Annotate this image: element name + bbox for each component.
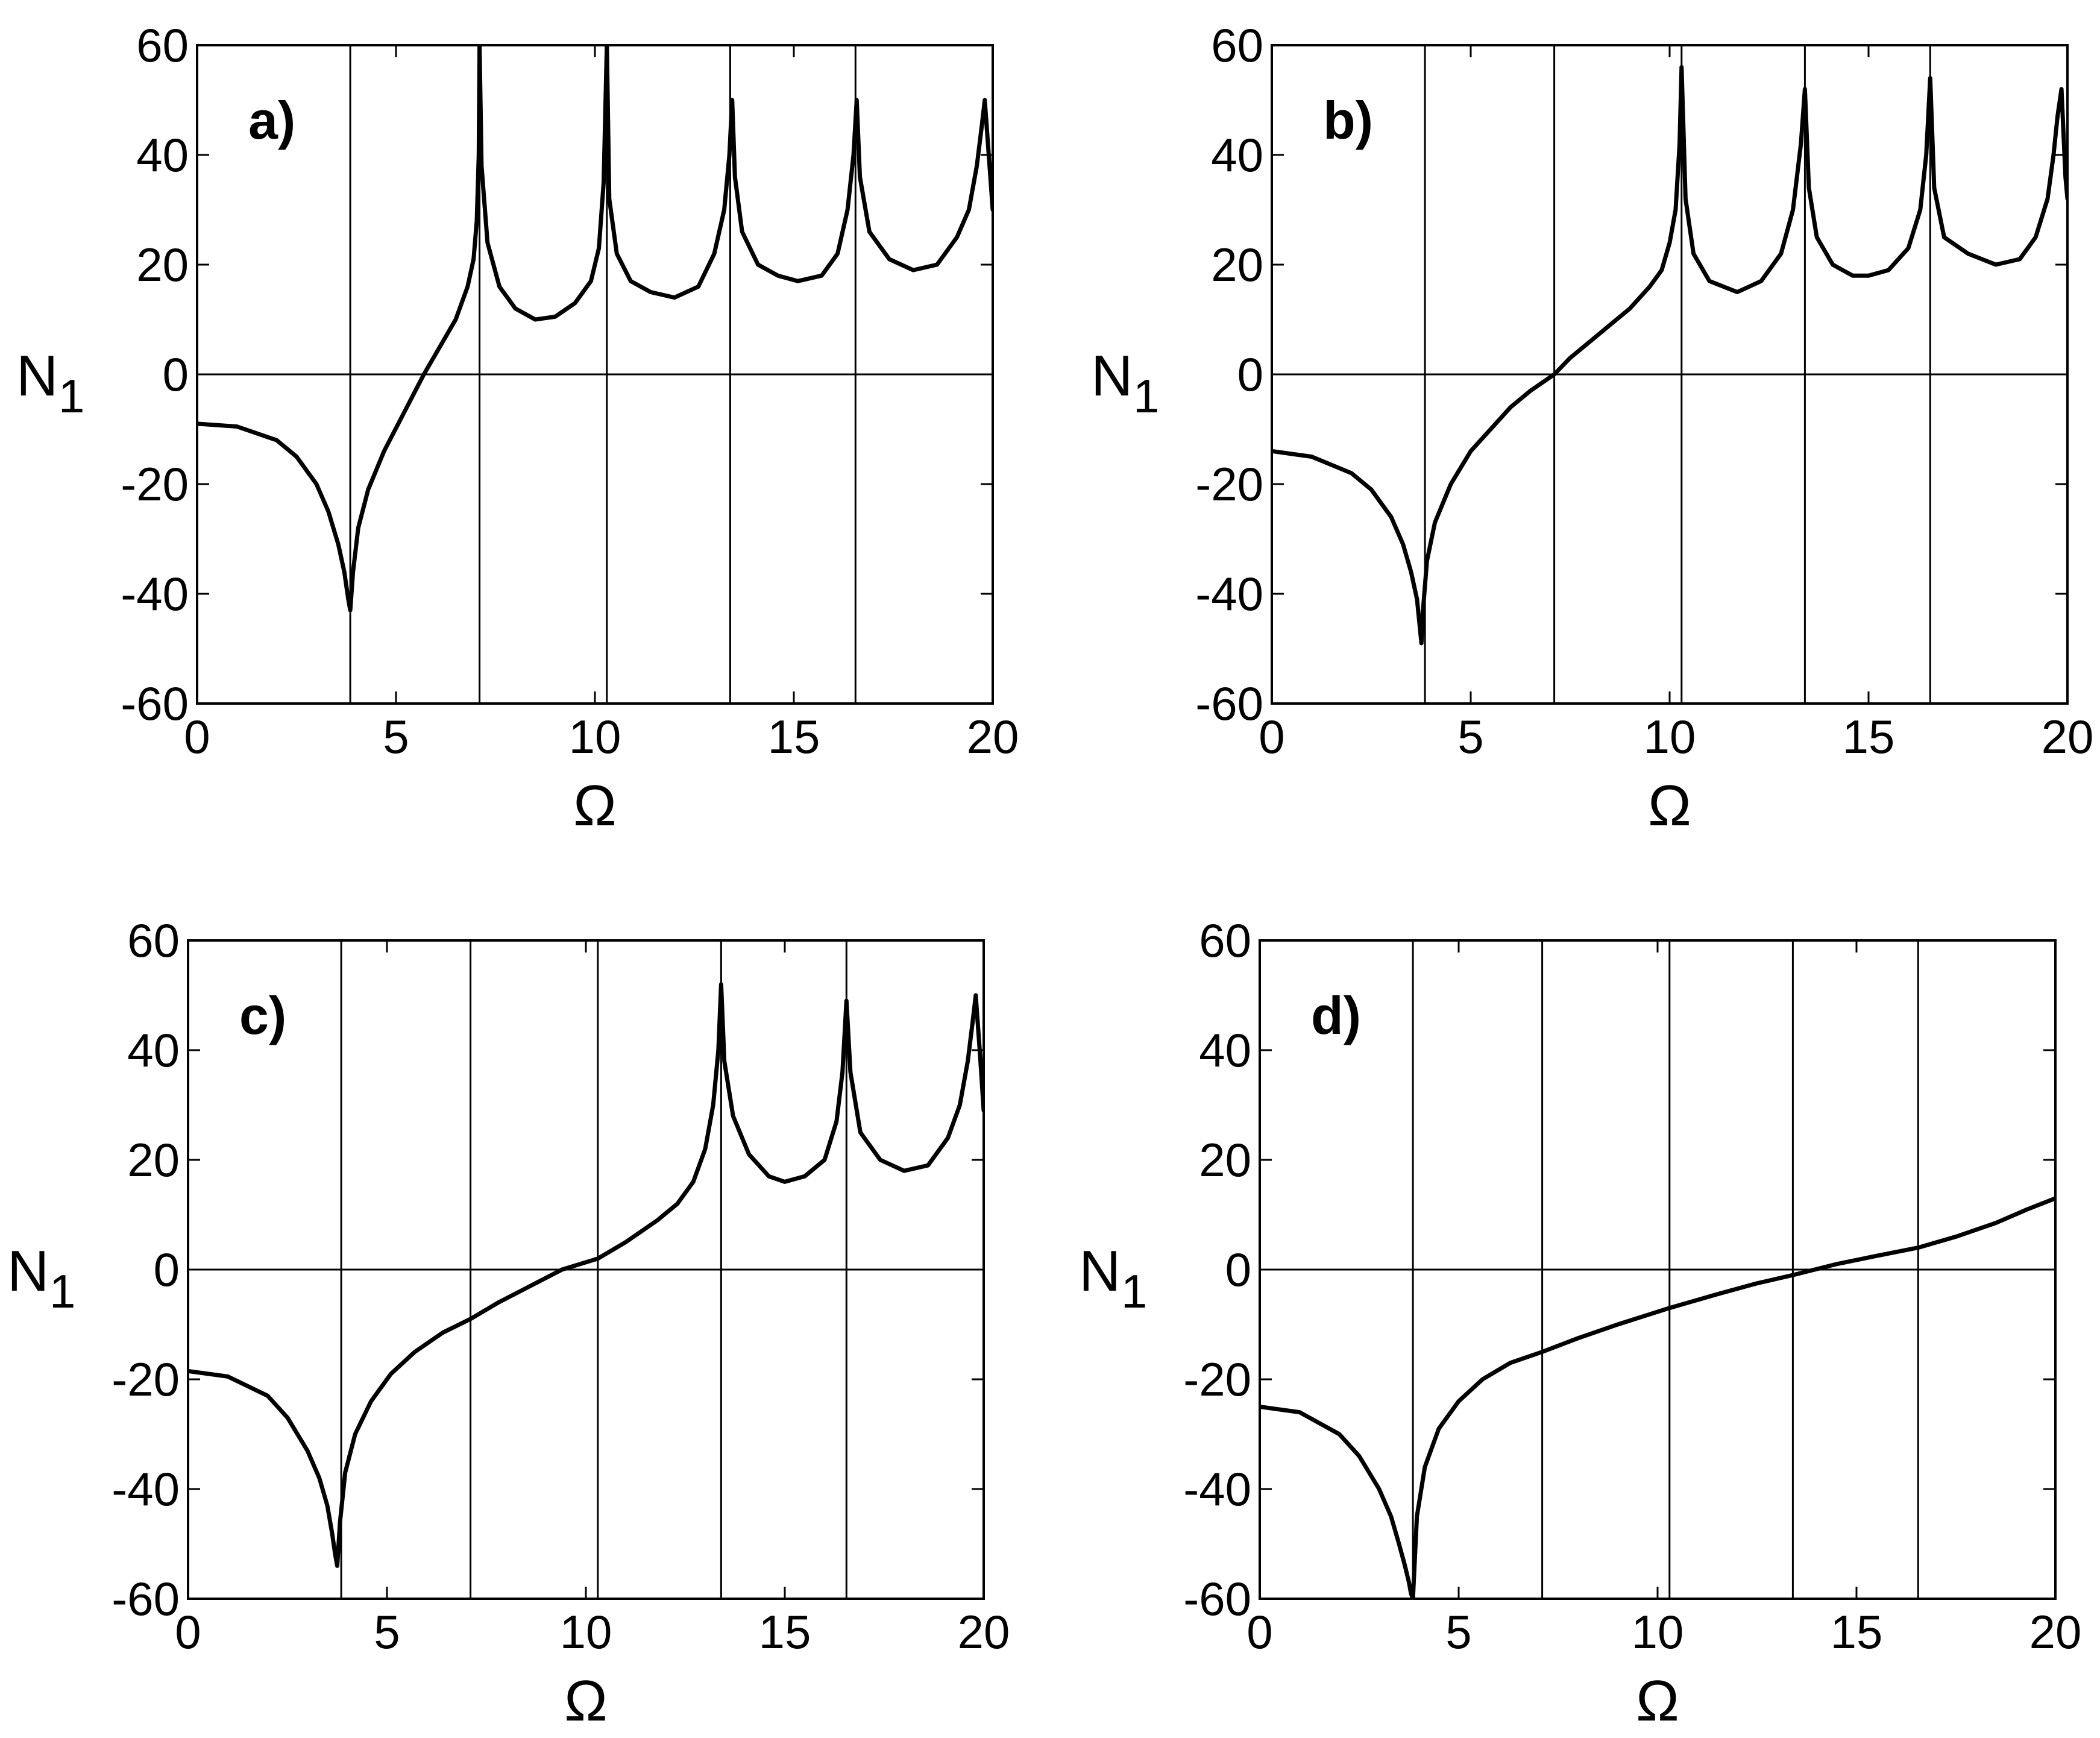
x-tick-label: 20 <box>2029 1605 2082 1658</box>
y-tick-label: 20 <box>127 1133 180 1186</box>
data-curve <box>188 982 984 1568</box>
x-tick-label: 20 <box>958 1605 1010 1658</box>
y-axis-label-main: N <box>1091 344 1133 408</box>
y-tick-label: 0 <box>154 1243 180 1296</box>
x-tick-label: 5 <box>374 1605 400 1658</box>
panel-2: 0 5 10 15 20 -60 -40 -20 0 20 40 60 Ω N 1 c) <box>7 914 1010 1733</box>
y-tick-label: -60 <box>112 1572 180 1625</box>
y-tick-label: 0 <box>1225 1243 1251 1296</box>
y-tick-label: 60 <box>1199 914 1251 967</box>
x-tick-label: 5 <box>1445 1605 1471 1658</box>
y-tick-label: -40 <box>1195 567 1263 620</box>
y-tick-label: 40 <box>136 128 189 181</box>
y-axis-label-subscript: 1 <box>58 370 84 423</box>
x-axis-label: Ω <box>564 1669 608 1733</box>
y-tick-label: -40 <box>1183 1463 1251 1516</box>
x-tick-label: 15 <box>1831 1605 1883 1658</box>
y-tick-label: 40 <box>127 1024 180 1077</box>
y-tick-label: -20 <box>1195 458 1263 511</box>
x-tick-label: 0 <box>1259 710 1284 763</box>
panel-label: a) <box>248 90 295 150</box>
x-tick-label: 10 <box>560 1605 612 1658</box>
y-tick-label: 60 <box>1211 19 1263 72</box>
panel-label: c) <box>239 986 286 1045</box>
y-tick-label: 40 <box>1199 1024 1251 1077</box>
x-axis-label: Ω <box>1636 1669 1679 1733</box>
x-tick-label: 15 <box>768 710 820 763</box>
y-axis-label-main: N <box>16 344 58 408</box>
y-tick-label: 0 <box>163 348 189 401</box>
x-tick-label: 10 <box>1644 710 1696 763</box>
y-tick-label: 40 <box>1211 128 1263 181</box>
y-tick-label: -20 <box>121 458 189 511</box>
y-tick-label: -60 <box>121 677 189 730</box>
data-curve <box>1272 65 2067 646</box>
x-tick-label: 15 <box>1843 710 1895 763</box>
x-tick-label: 20 <box>967 710 1019 763</box>
x-axis-label: Ω <box>1648 773 1691 838</box>
data-curve <box>197 45 993 612</box>
y-tick-label: 20 <box>1211 238 1263 291</box>
x-tick-label: 10 <box>569 710 621 763</box>
y-tick-label: -60 <box>1183 1572 1251 1625</box>
x-tick-label: 5 <box>383 710 409 763</box>
y-tick-label: 60 <box>127 914 180 967</box>
y-tick-label: -20 <box>1183 1353 1251 1406</box>
y-axis-label-subscript: 1 <box>1133 370 1159 423</box>
x-tick-label: 20 <box>2042 710 2094 763</box>
y-tick-label: -60 <box>1195 677 1263 730</box>
y-tick-label: 0 <box>1237 348 1263 401</box>
y-axis-label-subscript: 1 <box>1121 1265 1147 1318</box>
x-tick-label: 0 <box>175 1605 201 1658</box>
panel-label: b) <box>1323 90 1373 150</box>
y-tick-label: 20 <box>136 238 189 291</box>
panel-3: 0 5 10 15 20 -60 -40 -20 0 20 40 60 Ω N 1 d) <box>1079 914 2081 1733</box>
y-tick-label: 20 <box>1199 1133 1251 1186</box>
x-tick-label: 0 <box>184 710 210 763</box>
y-tick-label: -40 <box>121 567 189 620</box>
y-axis-label-main: N <box>1079 1239 1121 1303</box>
data-curve <box>1260 1196 2055 1599</box>
x-tick-label: 0 <box>1246 1605 1272 1658</box>
x-axis-label: Ω <box>573 773 617 838</box>
y-tick-label: -20 <box>112 1353 180 1406</box>
y-axis-label-main: N <box>7 1239 49 1303</box>
x-tick-label: 15 <box>759 1605 811 1658</box>
y-tick-label: -40 <box>112 1463 180 1516</box>
x-tick-label: 5 <box>1457 710 1483 763</box>
panel-0: 0 5 10 15 20 -60 -40 -20 0 20 40 60 Ω N 1 a) <box>16 19 1019 838</box>
panel-1: 0 5 10 15 20 -60 -40 -20 0 20 40 60 Ω N 1 b) <box>1091 19 2093 838</box>
y-tick-label: 60 <box>136 19 189 72</box>
panel-label: d) <box>1311 986 1361 1045</box>
y-axis-label-subscript: 1 <box>49 1265 75 1318</box>
x-tick-label: 10 <box>1632 1605 1684 1658</box>
